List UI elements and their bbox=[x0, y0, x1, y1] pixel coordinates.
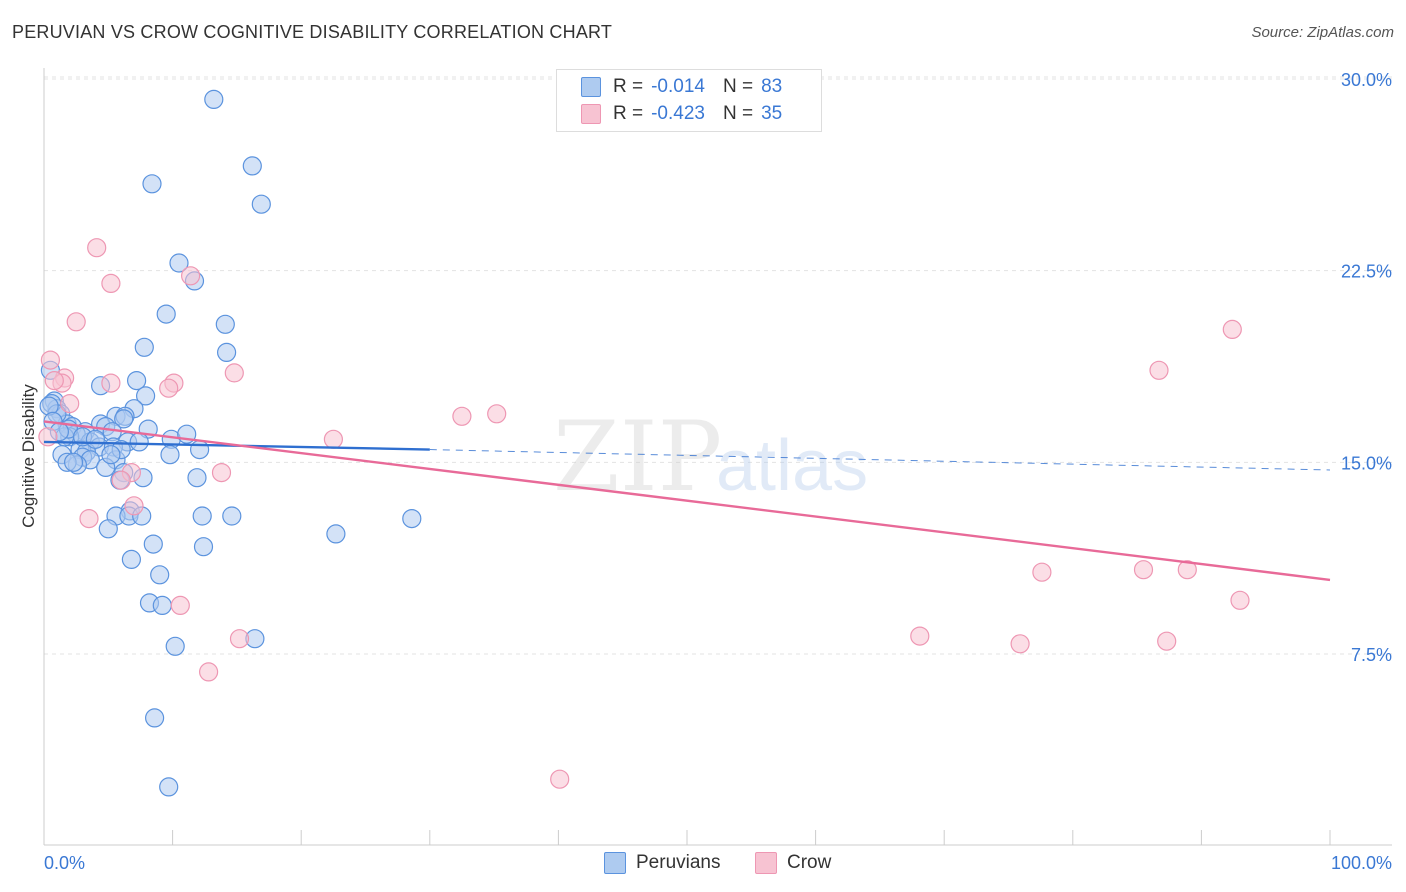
watermark-atlas: atlas bbox=[716, 426, 868, 506]
legend-r-value: -0.423 bbox=[651, 103, 705, 124]
peruvian-point bbox=[85, 429, 106, 449]
peruvian-point bbox=[192, 506, 212, 526]
legend-row-crow: R = -0.423 N = 35 bbox=[581, 102, 782, 126]
crow-point bbox=[910, 626, 930, 646]
series-legend: Peruvians Crow bbox=[0, 852, 1406, 876]
x-tick-label-min: 0.0% bbox=[44, 853, 85, 873]
legend-swatch-crow bbox=[581, 104, 601, 124]
peruvian-point bbox=[63, 452, 84, 472]
series-legend-crow: Crow bbox=[755, 852, 831, 874]
series-label-peruvians: Peruvians bbox=[636, 852, 721, 873]
legend-r-value: -0.014 bbox=[651, 76, 705, 97]
peruvian-point bbox=[152, 595, 172, 616]
x-tick-label-max: 100.0% bbox=[1331, 853, 1392, 873]
crow-point bbox=[323, 429, 343, 449]
peruvian-point bbox=[134, 337, 154, 357]
crow-point bbox=[224, 363, 244, 383]
legend-swatch-peruvians bbox=[581, 77, 601, 97]
crow-point bbox=[1230, 590, 1250, 610]
series-swatch-crow bbox=[755, 852, 777, 874]
series-legend-peruvians: Peruvians bbox=[604, 852, 721, 874]
crow-point bbox=[159, 378, 179, 398]
peruvian-point bbox=[129, 432, 149, 452]
trend-lines bbox=[43, 420, 1331, 582]
crow-point bbox=[124, 496, 144, 516]
peruvian-point bbox=[217, 342, 237, 362]
correlation-legend: R = -0.014 N = 83 R = -0.423 N = 35 bbox=[556, 69, 822, 132]
peruvian-point bbox=[121, 549, 141, 570]
crow-point bbox=[44, 371, 64, 391]
peruvian-point bbox=[242, 156, 262, 176]
peruvian-point bbox=[150, 565, 170, 585]
peruvian-point bbox=[142, 174, 162, 194]
y-tick-label: 30.0% bbox=[1341, 70, 1392, 90]
peruvian-point bbox=[215, 314, 235, 334]
source-label: Source: ZipAtlas.com bbox=[1251, 24, 1394, 41]
crow-point bbox=[101, 273, 121, 293]
crow-trend-line bbox=[43, 420, 1331, 582]
crow-point bbox=[1177, 560, 1197, 580]
peruvian-point bbox=[101, 445, 121, 465]
peruvian-point bbox=[251, 194, 271, 214]
peruvian-point bbox=[402, 508, 422, 529]
peruvian-point bbox=[98, 519, 118, 539]
crow-point bbox=[60, 394, 80, 414]
peruvian-point bbox=[222, 506, 242, 526]
y-tick-label: 7.5% bbox=[1351, 645, 1392, 665]
crow-point bbox=[111, 470, 131, 490]
crow-point bbox=[1032, 562, 1052, 582]
crow-point bbox=[101, 373, 121, 393]
y-axis-title: Cognitive Disability bbox=[19, 384, 38, 528]
legend-row-peruvians: R = -0.014 N = 83 bbox=[581, 75, 782, 99]
crow-point bbox=[452, 406, 472, 426]
crow-point bbox=[487, 404, 507, 424]
crow-point bbox=[550, 769, 570, 789]
crow-point bbox=[1157, 631, 1177, 651]
peruvian-point bbox=[165, 636, 185, 656]
crow-point bbox=[1010, 634, 1030, 654]
axes bbox=[43, 68, 1392, 846]
peruvian-point bbox=[190, 440, 210, 460]
axis-labels: 7.5% 15.0% 22.5% 30.0% 0.0% 100.0% bbox=[44, 70, 1392, 873]
peruvian-point bbox=[156, 304, 176, 324]
crow-point bbox=[1222, 319, 1242, 339]
crow-point bbox=[1133, 560, 1154, 580]
peruvian-point bbox=[160, 445, 180, 465]
crow-point bbox=[66, 312, 86, 332]
watermark: ZIP atlas bbox=[553, 401, 868, 513]
peruvian-point bbox=[187, 468, 207, 488]
peruvian-point bbox=[143, 534, 163, 554]
legend-n-label: N = bbox=[722, 103, 754, 124]
peruvian-point bbox=[204, 89, 224, 110]
peruvian-point bbox=[326, 524, 346, 544]
crow-point bbox=[229, 629, 250, 649]
legend-n-value: 83 bbox=[761, 76, 783, 97]
crow-point bbox=[1149, 360, 1169, 380]
crow-point bbox=[40, 350, 61, 370]
series-label-crow: Crow bbox=[787, 852, 832, 873]
watermark-zip: ZIP bbox=[553, 401, 722, 513]
crow-point bbox=[87, 238, 107, 258]
y-tick-label: 15.0% bbox=[1341, 453, 1392, 473]
chart-title: PERUVIAN VS CROW COGNITIVE DISABILITY CO… bbox=[12, 22, 613, 42]
peruvian-point bbox=[127, 371, 147, 391]
y-tick-label: 22.5% bbox=[1341, 262, 1392, 282]
crow-point bbox=[211, 463, 232, 483]
crow-point bbox=[79, 508, 99, 529]
crow-point bbox=[170, 595, 190, 616]
peruvian-point bbox=[136, 386, 156, 406]
peruvian-point bbox=[193, 537, 214, 557]
peruvian-point bbox=[145, 708, 165, 728]
legend-r-label: R = bbox=[613, 76, 644, 97]
peruvian-point bbox=[169, 253, 189, 273]
legend-n-label: N = bbox=[722, 76, 754, 97]
crow-point bbox=[181, 266, 201, 286]
legend-n-value: 35 bbox=[761, 103, 783, 124]
peruvian-point bbox=[159, 777, 179, 797]
peruvian-point bbox=[114, 409, 134, 429]
series-swatch-peruvians bbox=[604, 852, 626, 874]
legend-r-label: R = bbox=[613, 103, 644, 124]
crow-point bbox=[199, 662, 219, 682]
